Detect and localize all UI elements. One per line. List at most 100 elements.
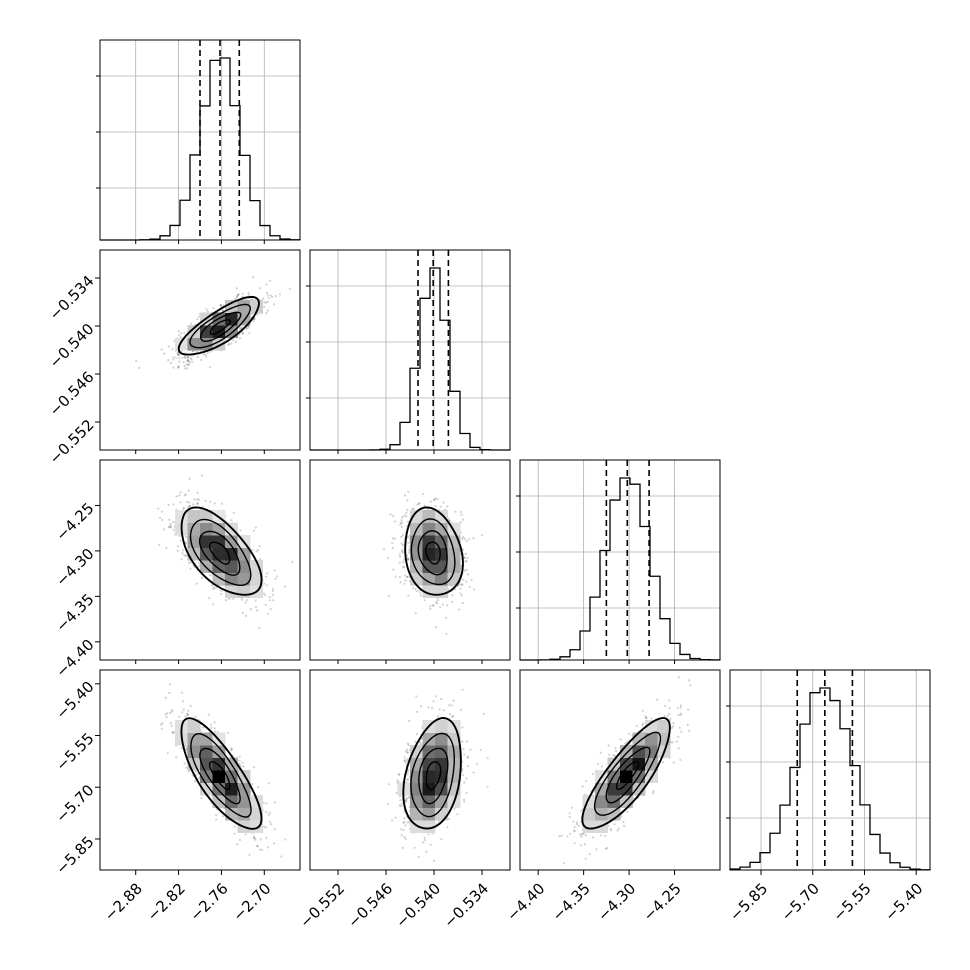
sample-point — [234, 340, 237, 344]
sample-point — [204, 499, 207, 502]
y-tick-label: −4.30 — [52, 545, 97, 590]
sample-point — [579, 833, 582, 836]
sample-point — [405, 800, 408, 804]
sample-point — [392, 568, 395, 571]
panel-content — [157, 474, 294, 630]
sample-point — [398, 555, 402, 558]
sample-point — [184, 535, 188, 538]
sample-point — [454, 510, 457, 513]
sample-point — [408, 575, 411, 579]
density-cell — [237, 585, 251, 598]
sample-point — [406, 757, 409, 761]
density-cell — [225, 585, 238, 598]
sample-point — [180, 746, 183, 750]
sample-point — [270, 823, 273, 826]
sample-point — [416, 590, 419, 593]
sample-point — [239, 337, 242, 340]
sample-point — [251, 297, 254, 301]
sample-point — [201, 726, 204, 729]
sample-point — [258, 287, 261, 290]
density-cell — [435, 732, 448, 746]
sample-point — [472, 771, 475, 774]
sample-point — [463, 537, 466, 540]
sample-point — [686, 723, 689, 727]
sample-point — [615, 749, 618, 753]
sample-point — [238, 762, 241, 766]
contour-level-1 — [198, 530, 241, 576]
x-tick-label: −5.40 — [881, 880, 926, 925]
sample-point — [248, 853, 251, 857]
sample-point — [402, 821, 405, 824]
panel-frame — [309, 249, 511, 451]
sample-point — [432, 859, 435, 863]
sample-point — [163, 352, 166, 355]
sample-point — [419, 705, 423, 708]
sample-point — [433, 499, 436, 502]
sample-point — [187, 364, 190, 367]
panel-frame — [309, 459, 511, 661]
sample-point — [429, 843, 432, 847]
sample-point — [568, 815, 571, 819]
contour-level-3 — [404, 506, 464, 596]
sample-point — [220, 305, 223, 308]
sample-point — [398, 553, 401, 556]
sample-point — [247, 326, 250, 329]
sample-point — [288, 287, 291, 290]
sample-point — [185, 363, 189, 366]
sample-point — [264, 603, 267, 607]
sample-point — [245, 327, 248, 331]
sample-point — [465, 568, 468, 572]
sample-point — [393, 520, 396, 523]
sample-point — [244, 833, 247, 836]
sample-point — [278, 293, 282, 296]
sample-point — [652, 792, 655, 795]
sample-point — [238, 838, 242, 842]
sample-point — [652, 790, 655, 793]
sample-point — [600, 765, 604, 768]
contour-level-1 — [417, 530, 448, 576]
sample-point — [273, 569, 276, 572]
sample-point — [448, 704, 451, 707]
sample-point — [157, 507, 160, 510]
sample-point — [463, 556, 466, 560]
sample-point — [230, 749, 233, 752]
sample-point — [202, 353, 205, 356]
sample-point — [679, 704, 683, 707]
sample-point — [689, 684, 692, 687]
sample-point — [562, 862, 566, 865]
sample-point — [265, 283, 268, 286]
sample-point — [219, 304, 222, 307]
sample-point — [175, 756, 178, 759]
sample-point — [171, 347, 174, 351]
sample-point — [419, 594, 422, 597]
density-cell — [435, 745, 448, 758]
sample-point — [573, 830, 576, 833]
pair-panel-1-2 — [309, 459, 511, 661]
sample-point — [677, 676, 681, 679]
density-cell — [225, 782, 238, 796]
sample-point — [183, 762, 186, 765]
sample-point — [461, 726, 464, 729]
sample-point — [168, 345, 171, 348]
sample-point — [406, 509, 409, 512]
sample-point — [391, 537, 394, 540]
sample-point — [397, 780, 400, 784]
sample-point — [604, 834, 607, 837]
sample-point — [386, 802, 390, 805]
sample-point — [644, 715, 647, 718]
sample-point — [427, 706, 430, 709]
sample-point — [205, 355, 208, 358]
sample-point — [228, 597, 231, 601]
sample-point — [187, 501, 190, 504]
sample-point — [177, 366, 180, 369]
sample-point — [159, 516, 162, 519]
sample-point — [244, 614, 247, 618]
sample-point — [459, 592, 462, 595]
sample-point — [387, 595, 390, 598]
sample-point — [466, 765, 470, 768]
pair-panel-2-3 — [519, 669, 721, 871]
sample-point — [265, 836, 268, 840]
sample-point — [254, 838, 257, 841]
panel-content — [386, 688, 489, 863]
sample-point — [459, 708, 462, 712]
